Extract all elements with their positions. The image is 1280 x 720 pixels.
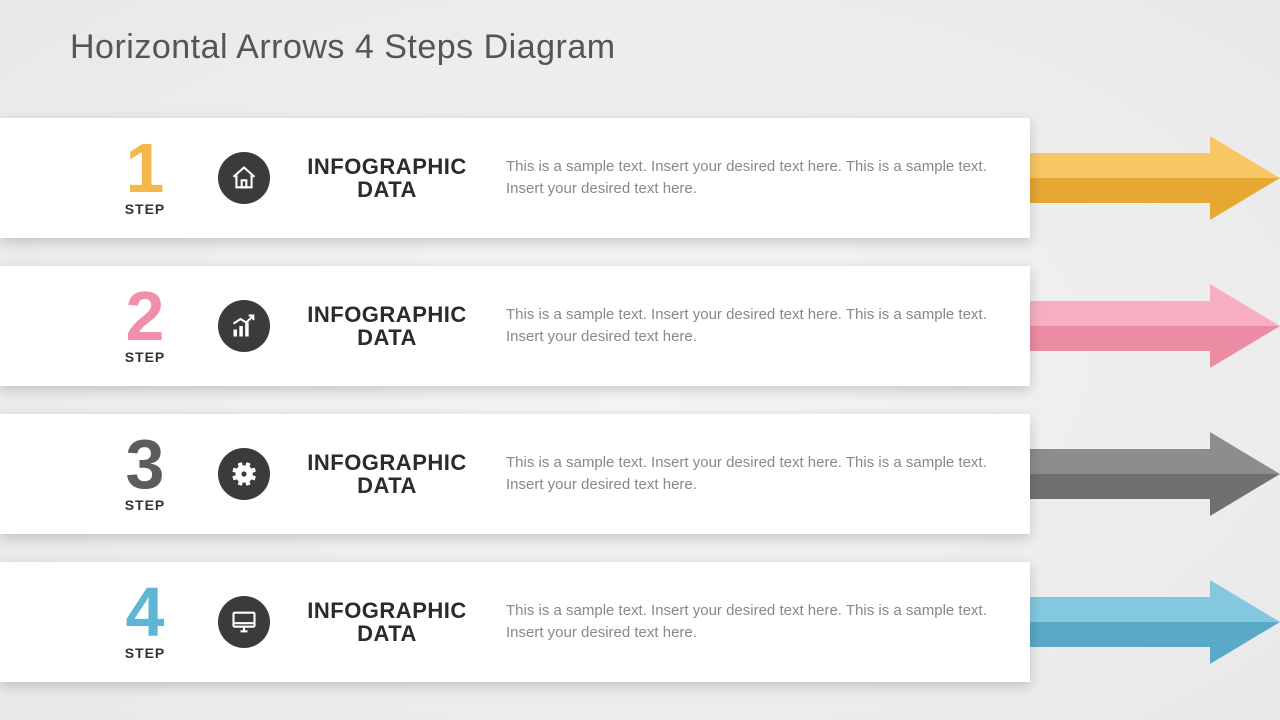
step-description-2: This is a sample text. Insert your desir…: [482, 304, 1030, 348]
step-label-1: STEP: [125, 201, 166, 217]
gear-icon: [218, 448, 270, 500]
step-heading-3: INFOGRAPHIC DATA: [292, 451, 482, 497]
step-number-1: 1: [126, 139, 165, 199]
step-number-3: 3: [126, 435, 165, 495]
step-number-block-2: 2 STEP: [80, 287, 210, 365]
chart-icon: [218, 300, 270, 352]
step-number-block-4: 4 STEP: [80, 583, 210, 661]
step-row-3: 3 STEP INFOGRAPHIC DATA This is a sample…: [0, 414, 1280, 534]
step-label-3: STEP: [125, 497, 166, 513]
home-icon: [218, 152, 270, 204]
step-heading-4: INFOGRAPHIC DATA: [292, 599, 482, 645]
step-bar-3: 3 STEP INFOGRAPHIC DATA This is a sample…: [0, 414, 1030, 534]
monitor-icon: [218, 596, 270, 648]
step-number-2: 2: [126, 287, 165, 347]
step-label-2: STEP: [125, 349, 166, 365]
step-row-1: 1 STEP INFOGRAPHIC DATA This is a sample…: [0, 118, 1280, 238]
step-description-1: This is a sample text. Insert your desir…: [482, 156, 1030, 200]
steps-container: 1 STEP INFOGRAPHIC DATA This is a sample…: [0, 118, 1280, 710]
step-number-block-1: 1 STEP: [80, 139, 210, 217]
step-heading-1: INFOGRAPHIC DATA: [292, 155, 482, 201]
step-bar-1: 1 STEP INFOGRAPHIC DATA This is a sample…: [0, 118, 1030, 238]
step-label-4: STEP: [125, 645, 166, 661]
step-heading-2: INFOGRAPHIC DATA: [292, 303, 482, 349]
step-number-4: 4: [126, 583, 165, 643]
step-description-4: This is a sample text. Insert your desir…: [482, 600, 1030, 644]
step-description-3: This is a sample text. Insert your desir…: [482, 452, 1030, 496]
step-number-block-3: 3 STEP: [80, 435, 210, 513]
step-bar-4: 4 STEP INFOGRAPHIC DATA This is a sample…: [0, 562, 1030, 682]
step-row-2: 2 STEP INFOGRAPHIC DATA This is a sample…: [0, 266, 1280, 386]
step-row-4: 4 STEP INFOGRAPHIC DATA This is a sample…: [0, 562, 1280, 682]
step-bar-2: 2 STEP INFOGRAPHIC DATA This is a sample…: [0, 266, 1030, 386]
page-title: Horizontal Arrows 4 Steps Diagram: [70, 28, 616, 67]
